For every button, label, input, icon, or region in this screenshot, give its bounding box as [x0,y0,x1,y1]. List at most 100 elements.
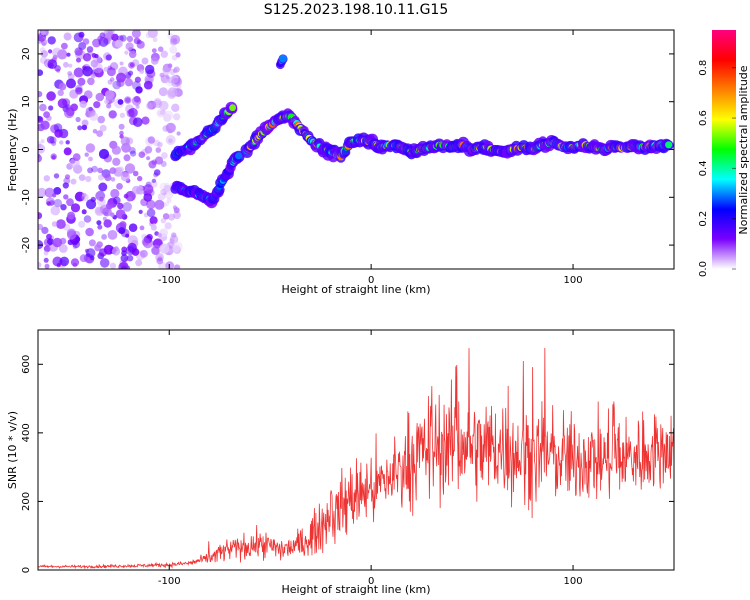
noise-cell [75,84,83,93]
noise-cell [110,212,115,217]
noise-cell [111,247,121,256]
noise-cell [89,112,99,121]
noise-cell [67,211,76,220]
noise-cell [75,87,83,95]
snr-y-tick-label: 400 [21,423,32,442]
track-cell [229,104,237,112]
noise-cell [162,69,170,76]
noise-cell [139,225,145,231]
noise-cell [149,216,158,225]
noise-cell [76,57,81,63]
snr-x-tick-label: -100 [158,576,181,587]
noise-cell [161,152,168,159]
noise-cell [39,56,48,64]
noise-cell [110,177,116,182]
noise-cell [72,153,81,162]
noise-cell [43,175,50,182]
noise-cell [47,59,58,69]
noise-cell [97,197,106,207]
noise-cell [45,197,55,207]
spectrogram-x-ticks: -100 0 100 [158,30,583,286]
noise-cell [145,32,152,39]
noise-cell [43,257,49,263]
spectrogram-y-tick-label: 0 [21,146,32,152]
noise-cell [68,63,73,68]
noise-cell [67,71,73,76]
spectrogram-y-label: Frequency (Hz) [6,109,19,192]
noise-cell [88,239,96,247]
spectrogram-x-label: Height of straight line (km) [281,283,430,296]
noise-cell [148,160,157,169]
noise-cell [109,77,115,82]
colorbar-tick-label: 0.8 [698,60,709,76]
noise-cell [81,124,88,131]
noise-cell [147,136,156,144]
colorbar-fill [712,30,736,269]
noise-cell [57,49,68,60]
noise-cell [120,254,129,263]
noise-cell [63,61,69,68]
noise-cell [78,220,86,228]
noise-cell [121,265,127,269]
noise-cell [41,226,49,234]
noise-cell [53,199,63,208]
noise-cell [155,147,162,153]
noise-cell [119,130,124,136]
noise-cell [70,203,81,213]
noise-cell [79,100,87,109]
noise-cell [93,101,101,109]
noise-cell [85,143,96,153]
noise-cell [118,166,124,173]
colorbar-ticks: 0.0 0.2 0.4 0.6 0.8 [698,60,736,277]
noise-cell [171,54,178,61]
noise-cell [169,45,178,54]
noise-cell [106,67,116,77]
noise-cell [126,35,134,43]
noise-cell [38,262,42,268]
noise-cell [38,91,43,98]
noise-cell [158,87,168,97]
noise-cell [143,184,154,195]
noise-cell [49,136,57,144]
noise-cell [40,120,50,130]
noise-cell [153,169,161,176]
noise-cell [139,69,145,74]
noise-cell [43,250,49,256]
noise-cell [163,184,171,193]
noise-cell [63,147,72,156]
noise-cell [46,91,56,101]
noise-cell [147,30,158,39]
noise-cell [123,193,129,199]
noise-cell [53,123,63,132]
noise-cell [48,49,53,54]
noise-cell [140,249,148,258]
snr-frame [37,329,675,571]
noise-cell [146,208,156,218]
noise-cell [111,145,121,155]
spectrogram-x-tick-label: -100 [158,275,181,286]
colorbar: 0.0 0.2 0.4 0.6 0.8 Normalized spectral ampl… [698,30,750,277]
noise-cell [138,209,143,214]
noise-cell [132,170,139,177]
noise-cell [57,89,64,97]
noise-cell [40,50,48,58]
noise-cell [53,173,60,179]
noise-cell [97,115,105,124]
noise-cell [155,252,164,262]
noise-cell [151,178,157,183]
noise-cell [131,30,141,39]
noise-cell [138,184,143,189]
noise-cell [84,152,89,157]
noise-cell [112,157,121,166]
snr-y-label: SNR (10 * v/v) [6,411,19,489]
noise-cell [122,202,132,212]
noise-cell [167,87,178,98]
noise-cell [66,52,71,57]
noise-cell [151,246,160,255]
noise-cell [50,205,61,216]
snr-series-line [38,347,674,570]
noise-cell [173,113,181,121]
noise-cell [98,148,110,160]
noise-cell [146,199,156,210]
